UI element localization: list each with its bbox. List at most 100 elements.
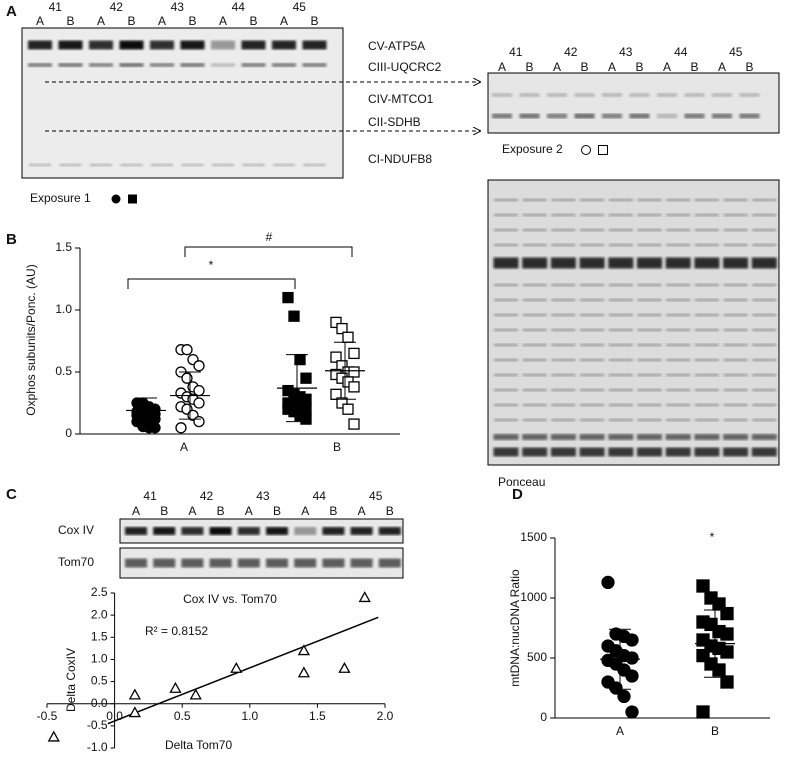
blot-band — [666, 228, 691, 232]
x-tick-label: 2.0 — [377, 709, 394, 723]
blot-band — [608, 228, 633, 232]
data-point — [342, 403, 354, 415]
blot-band — [551, 198, 576, 202]
blot-band — [637, 403, 662, 407]
data-point — [181, 344, 193, 356]
lane-sublabel: A — [36, 14, 44, 28]
protein-label: CV-ATP5A — [368, 39, 425, 53]
blot-band — [723, 418, 748, 422]
blot-band — [723, 313, 748, 317]
x-tick-label: 1.0 — [241, 709, 258, 723]
blot-band — [237, 527, 260, 535]
blot-band — [752, 328, 777, 332]
blot-band — [752, 213, 777, 217]
blot-band — [608, 313, 633, 317]
blot-band — [665, 257, 691, 269]
data-point — [149, 422, 161, 434]
blot-band — [684, 93, 705, 97]
blot-band — [181, 527, 204, 535]
blot-band — [666, 198, 691, 202]
ponceau-label: Ponceau — [498, 475, 545, 489]
blot-band — [629, 113, 650, 119]
blot-band — [519, 113, 540, 119]
blot-band — [493, 257, 519, 269]
lane-number: 45 — [729, 45, 743, 59]
chart-title: Cox IV vs. Tom70 — [183, 592, 277, 606]
blot-band — [494, 418, 518, 422]
data-point — [720, 645, 734, 659]
legend-symbol — [598, 145, 608, 155]
blot-band — [608, 358, 633, 362]
blot-band — [666, 298, 691, 302]
blot-band — [522, 328, 547, 332]
blot-band — [637, 198, 662, 202]
data-point — [128, 706, 141, 718]
protein-label: Tom70 — [58, 555, 94, 569]
blot-band — [211, 63, 235, 67]
lane-sublabel: B — [386, 504, 394, 518]
y-tick-label: 0.5 — [55, 364, 72, 378]
blot-band — [694, 213, 719, 217]
blot-band — [522, 228, 547, 232]
blot-band — [723, 257, 749, 269]
blot-band — [608, 343, 633, 347]
blot-band — [551, 283, 576, 287]
data-point — [297, 666, 310, 678]
blot-band — [580, 313, 605, 317]
blot-band — [209, 558, 232, 568]
blot-band — [666, 213, 691, 217]
blot-band — [89, 40, 113, 50]
blot-band — [211, 40, 235, 50]
blot-band — [120, 163, 143, 167]
panel-label: B — [6, 231, 17, 248]
blot-band — [551, 298, 576, 302]
lane-number: 41 — [509, 45, 523, 59]
blot-band — [579, 257, 605, 269]
blot-band — [150, 40, 174, 50]
blot-band — [602, 113, 622, 119]
blot-band — [150, 63, 174, 67]
blot-band — [551, 373, 576, 377]
blot-band — [28, 40, 52, 50]
blot-band — [180, 40, 205, 50]
blot-band — [580, 243, 605, 247]
blot-band — [574, 113, 595, 119]
data-point — [330, 316, 342, 329]
blot-band — [637, 298, 662, 302]
blot-band — [751, 447, 777, 457]
blot-band — [608, 418, 633, 422]
lane-sublabel: B — [249, 14, 257, 28]
blot-band — [551, 328, 576, 332]
lane-sublabel: A — [718, 60, 726, 74]
blot-band — [322, 527, 345, 535]
blot-band — [522, 257, 548, 269]
blot-band — [551, 388, 576, 392]
blot-band — [59, 163, 82, 167]
blot-band — [272, 40, 296, 50]
protein-label: CII-SDHB — [368, 115, 421, 129]
blot-band — [522, 388, 547, 392]
blot-band — [723, 447, 749, 457]
lane-number: 44 — [674, 45, 688, 59]
blot-band — [494, 298, 518, 302]
lane-sublabel: B — [310, 14, 318, 28]
blot-band — [494, 388, 518, 392]
blot-band — [723, 388, 748, 392]
data-point — [609, 681, 623, 695]
blot-band — [666, 343, 691, 347]
lane-sublabel: A — [219, 14, 227, 28]
blot-band — [551, 313, 576, 317]
lane-sublabel: B — [525, 60, 533, 74]
lane-sublabel: B — [160, 504, 168, 518]
data-point — [342, 331, 354, 343]
blot-band — [608, 283, 633, 287]
blot-band — [547, 93, 567, 97]
lane-number: 44 — [232, 0, 246, 14]
blot-band — [522, 373, 547, 377]
data-point — [193, 384, 205, 397]
protein-label: CI-NDUFB8 — [368, 152, 432, 166]
blot-band — [522, 418, 547, 422]
lane-sublabel: B — [273, 504, 281, 518]
